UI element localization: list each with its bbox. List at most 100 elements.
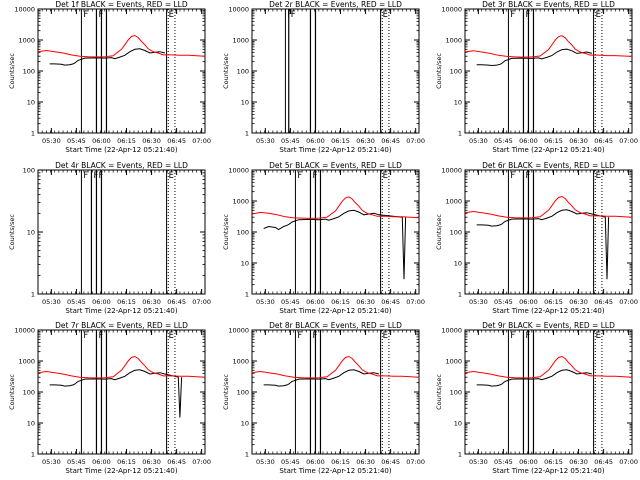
y-tick-label: 100 [450,68,462,76]
panel-det-8: 1 10 100 1000 10000 05:30 05:45 06:00 06:15 06:30… [222,321,425,475]
x-tick-label: 06:30 [142,137,161,145]
y-tick-label: 10 [454,99,462,107]
series-events-line [476,369,593,387]
x-tick-label: 06:30 [356,458,375,466]
x-tick-label: 05:45 [67,137,86,145]
y-tick-label: 1000 [232,198,249,206]
y-tick-label: 1 [31,451,35,459]
series-events-line [49,369,183,418]
segment-marker: E [383,171,388,181]
x-tick-label: 05:45 [281,458,300,466]
x-tick-label: 06:00 [306,137,325,145]
x-tick-label: 07:00 [192,298,211,306]
x-tick-label: 05:30 [42,458,61,466]
panel-title: Det 2r BLACK = Events, RED = LLD [269,0,402,9]
x-axis-label: Start Time (22-Apr-12 05:21:40) [279,146,391,154]
x-tick-label: 06:00 [92,458,111,466]
y-tick-label: 10 [454,420,462,428]
x-axis-label: Start Time (22-Apr-12 05:21:40) [279,307,391,315]
series-events-line [263,209,407,280]
x-tick-label: 06:30 [569,458,588,466]
y-tick-label: 10000 [228,327,249,335]
x-tick-label: 07:00 [192,458,211,466]
series-events-line [263,369,380,387]
x-tick-label: 06:15 [117,137,136,145]
y-tick-label: 1 [31,291,35,299]
y-tick-label: 10 [27,420,35,428]
x-tick-label: 06:45 [167,137,186,145]
x-tick-label: 07:00 [619,137,638,145]
panel-det-3: 1 10 100 1000 10000 05:30 05:45 06:00 06:15 06:30… [435,0,638,154]
x-tick-label: 06:15 [544,458,563,466]
segment-marker: F [287,10,292,20]
plot-frame [37,329,206,455]
y-tick-label: 100 [237,389,249,397]
x-tick-label: 06:30 [142,298,161,306]
panel-det-1: 1 10 100 1000 10000 05:30 05:45 06:00 06:15 06:30… [8,0,211,154]
y-tick-label: 100 [23,167,35,175]
x-tick-label: 07:00 [406,137,425,145]
segment-marker: F [291,10,296,20]
series-events-line [49,48,166,66]
panel-title: Det 4r BLACK = Events, RED = LLD [55,161,188,170]
x-tick-label: 05:45 [494,137,513,145]
y-tick-label: 10000 [14,6,35,14]
x-tick-label: 06:15 [331,137,350,145]
x-tick-label: 06:00 [92,137,111,145]
y-tick-label: 100 [23,68,35,76]
panel-title: Det 9r BLACK = Events, RED = LLD [482,321,615,330]
plot-frame [251,169,420,295]
segment-marker: F [312,171,317,181]
series-events-line [476,209,610,280]
x-tick-label: 06:15 [117,298,136,306]
series-events-line [476,48,593,67]
segment-marker: E [383,331,388,341]
y-tick-label: 10 [27,99,35,107]
y-tick-label: 1 [245,451,249,459]
x-tick-label: 06:45 [167,458,186,466]
segment-marker: E [169,10,174,20]
x-tick-label: 07:00 [192,137,211,145]
y-tick-label: 10 [454,260,462,268]
x-tick-label: 05:45 [494,298,513,306]
y-axis-label: Counts/sec [8,374,16,410]
y-tick-label: 10 [241,99,249,107]
x-axis-label: Start Time (22-Apr-12 05:21:40) [492,146,604,154]
segment-marker: F [83,10,88,20]
x-axis-label: Start Time (22-Apr-12 05:21:40) [65,467,177,475]
x-tick-label: 06:45 [381,298,400,306]
y-axis-label: Counts/sec [435,53,443,89]
y-tick-label: 1 [458,130,462,138]
x-tick-label: 06:45 [167,298,186,306]
plot-frame [251,329,420,455]
panel-det-2: 1 10 100 1000 10000 05:30 05:45 06:00 06:15 06:30… [222,0,425,154]
y-tick-label: 10000 [228,6,249,14]
plot-frame [464,329,633,455]
y-tick-label: 1 [245,291,249,299]
series-lld-line [37,34,206,58]
x-tick-label: 06:30 [356,298,375,306]
x-tick-label: 06:15 [117,458,136,466]
segment-marker: F [98,171,103,181]
plot-frame [37,8,206,134]
segment-marker: F [510,171,515,181]
x-tick-label: 05:45 [281,137,300,145]
plot-frame [37,169,206,295]
segment-marker: E [596,331,601,341]
y-tick-label: 1 [458,291,462,299]
x-tick-label: 06:00 [519,298,538,306]
segment-marker: E [383,10,388,20]
x-tick-label: 07:00 [619,298,638,306]
x-tick-label: 06:15 [544,137,563,145]
x-tick-label: 07:00 [406,458,425,466]
x-tick-label: 05:30 [256,458,275,466]
segment-marker: F [510,331,515,341]
x-tick-label: 05:30 [469,458,488,466]
panel-title: Det 6r BLACK = Events, RED = LLD [482,161,615,170]
y-axis-label: Counts/sec [222,214,230,250]
segment-marker: F [98,331,103,341]
y-tick-label: 1000 [445,198,462,206]
y-axis-label: Counts/sec [435,374,443,410]
x-tick-label: 06:15 [331,298,350,306]
